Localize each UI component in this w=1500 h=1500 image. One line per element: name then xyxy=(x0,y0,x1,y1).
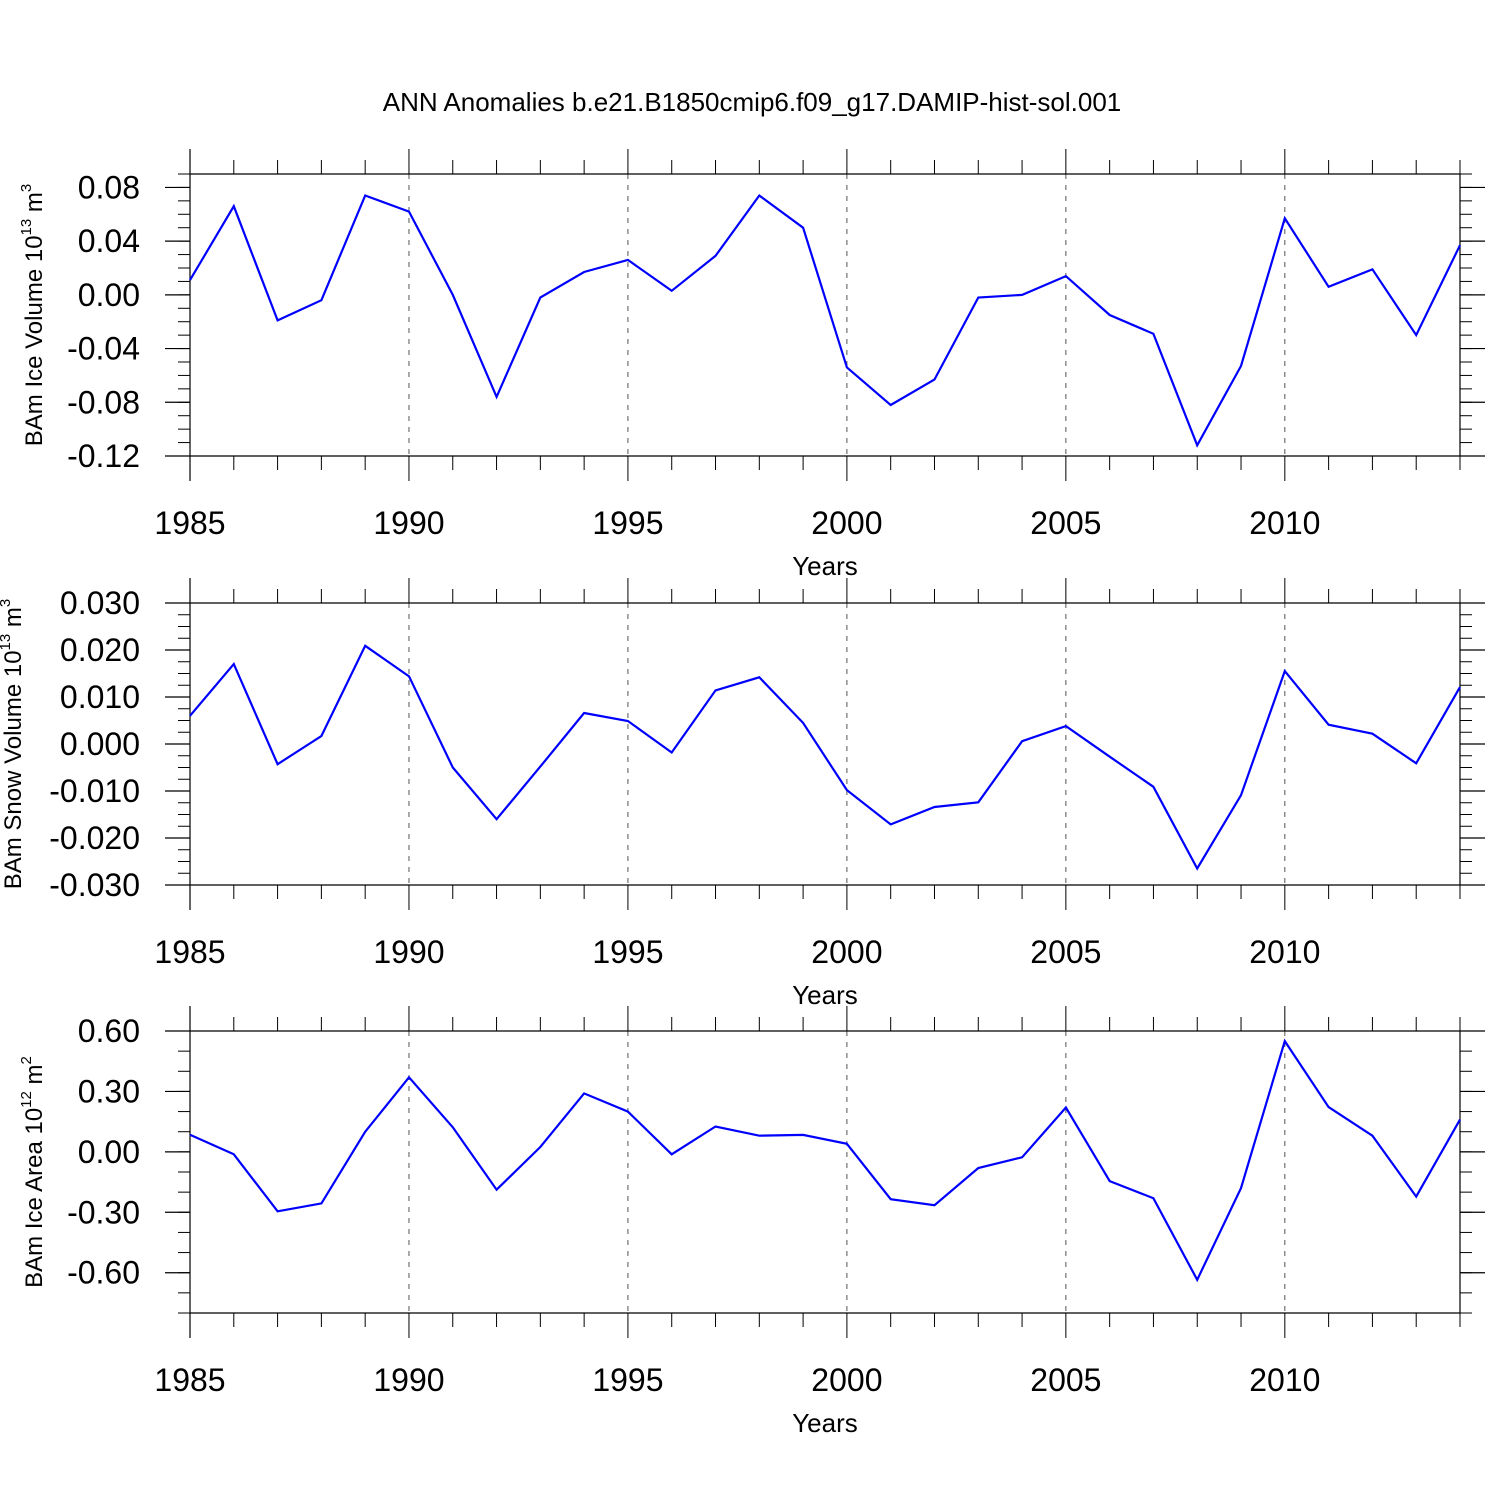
y-axis-label: BAm Ice Volume 1013 m3 xyxy=(18,184,48,446)
x-tick-label: 2005 xyxy=(1030,1362,1101,1398)
y-axis-label-text: BAm Ice Volume 10 xyxy=(21,235,48,446)
chart-title: ANN Anomalies b.e21.B1850cmip6.f09_g17.D… xyxy=(383,87,1122,117)
y-tick-label: 0.00 xyxy=(78,277,140,313)
y-tick-label: 0.000 xyxy=(60,726,140,762)
x-tick-label: 2000 xyxy=(811,934,882,970)
y-axis-label-text: BAm Ice Area 10 xyxy=(21,1108,48,1288)
y-axis-label-exp: 12 xyxy=(18,1091,35,1108)
y-tick-label: -0.010 xyxy=(49,773,140,809)
x-tick-label: 2010 xyxy=(1249,505,1320,541)
y-tick-label: 0.00 xyxy=(78,1134,140,1170)
y-axis-label-unit-exp: 2 xyxy=(18,1056,35,1064)
x-tick-label: 1990 xyxy=(373,505,444,541)
x-tick-label: 1995 xyxy=(592,934,663,970)
x-tick-label: 2005 xyxy=(1030,934,1101,970)
series-line xyxy=(189,644,1461,871)
y-axis-label-exp: 13 xyxy=(0,634,14,651)
x-tick-label: 1995 xyxy=(592,1362,663,1398)
y-axis-label-unit-exp: 3 xyxy=(18,184,35,192)
x-tick-label: 1995 xyxy=(592,505,663,541)
y-tick-label: -0.30 xyxy=(67,1194,140,1230)
x-tick-label: 2010 xyxy=(1249,1362,1320,1398)
y-tick-label: 0.08 xyxy=(78,169,140,205)
series-line xyxy=(189,1038,1461,1283)
y-tick-label: -0.60 xyxy=(67,1255,140,1291)
x-tick-label: 1990 xyxy=(373,1362,444,1398)
y-tick-label: 0.020 xyxy=(60,632,140,668)
y-tick-label: 0.010 xyxy=(60,679,140,715)
panel-3: 1985 1990 1995 2000 2005 2010 Years 0.60 0.30 0.0… xyxy=(18,1006,1485,1438)
y-tick-label: 0.60 xyxy=(78,1013,140,1049)
y-tick-label: -0.020 xyxy=(49,820,140,856)
y-axis-label-unit-exp: 3 xyxy=(0,599,14,607)
x-tick-label: 2005 xyxy=(1030,505,1101,541)
y-axis-label: BAm Ice Area 1012 m2 xyxy=(18,1056,48,1288)
y-tick-label: 0.30 xyxy=(78,1073,140,1109)
y-tick-label: 0.04 xyxy=(78,223,140,259)
x-tick-label: 2000 xyxy=(811,1362,882,1398)
x-axis-label: Years xyxy=(792,980,858,1010)
y-axis-label-unit: m xyxy=(21,192,48,219)
x-tick-label: 1985 xyxy=(154,505,225,541)
x-axis-label: Years xyxy=(792,551,858,581)
y-tick-label: -0.030 xyxy=(49,867,140,903)
y-axis-label-unit: m xyxy=(0,607,27,634)
panel-1: 1985 1990 1995 2000 2005 2010 Years 0.08 0.04 0.0… xyxy=(18,149,1485,581)
x-tick-label: 1990 xyxy=(373,934,444,970)
y-axis-label-text: BAm Snow Volume 10 xyxy=(0,650,27,889)
y-tick-label: -0.12 xyxy=(67,438,140,474)
y-tick-label: -0.04 xyxy=(67,331,140,367)
y-axis-label: BAm Snow Volume 1013 m3 xyxy=(0,599,27,890)
y-tick-label: -0.08 xyxy=(67,384,140,420)
y-tick-label: 0.030 xyxy=(60,585,140,621)
x-tick-label: 2000 xyxy=(811,505,882,541)
y-axis-label-unit: m xyxy=(21,1064,48,1091)
x-axis-label: Years xyxy=(792,1408,858,1438)
panels: 1985 1990 1995 2000 2005 2010 Years 0.08 0.04 0.0… xyxy=(0,149,1485,1438)
x-tick-label: 1985 xyxy=(154,934,225,970)
series-line xyxy=(189,193,1461,448)
x-tick-label: 1985 xyxy=(154,1362,225,1398)
x-tick-label: 2010 xyxy=(1249,934,1320,970)
y-axis-label-exp: 13 xyxy=(18,219,35,236)
panel-2: 1985 1990 1995 2000 2005 2010 Years 0.030 0.020 0… xyxy=(0,578,1485,1010)
